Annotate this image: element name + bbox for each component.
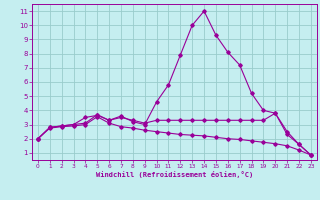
X-axis label: Windchill (Refroidissement éolien,°C): Windchill (Refroidissement éolien,°C) [96,171,253,178]
